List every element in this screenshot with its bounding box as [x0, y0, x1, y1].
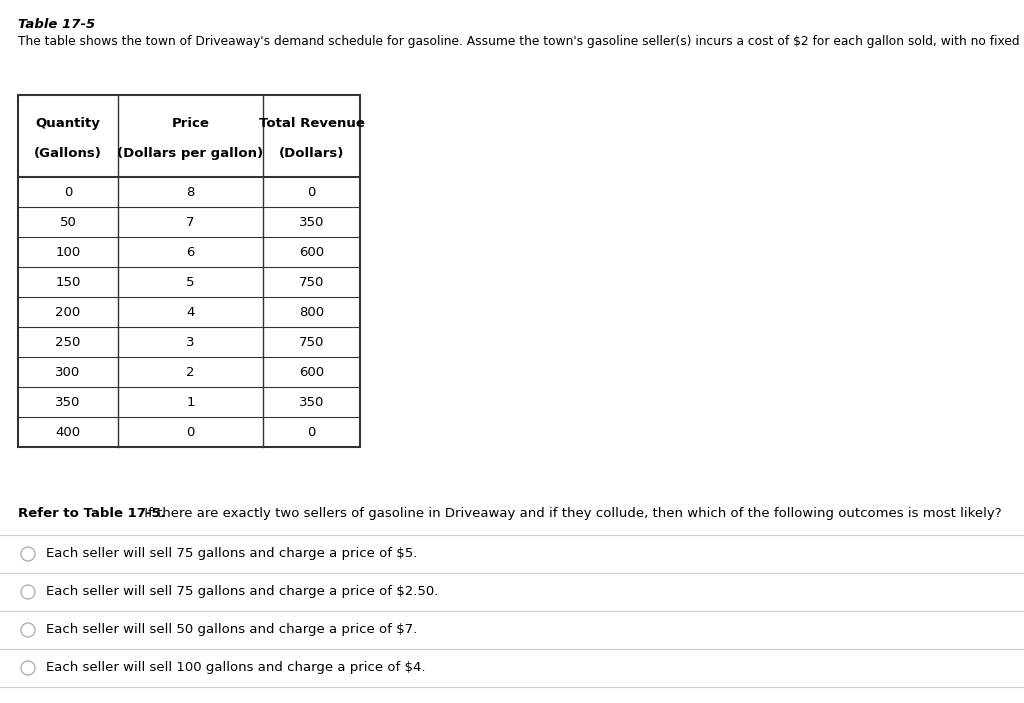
- Text: Refer to Table 17-5.: Refer to Table 17-5.: [18, 507, 166, 520]
- Text: Price: Price: [172, 117, 210, 130]
- Text: 250: 250: [55, 335, 81, 349]
- Bar: [18, 95, 360, 447]
- Text: (Dollars): (Dollars): [279, 147, 344, 160]
- Text: 150: 150: [55, 276, 81, 288]
- Text: 0: 0: [307, 425, 315, 439]
- Text: If there are exactly two sellers of gasoline in Driveaway and if they collude, t: If there are exactly two sellers of gaso…: [140, 507, 1001, 520]
- Text: 400: 400: [55, 425, 81, 439]
- Text: 0: 0: [186, 425, 195, 439]
- Text: 350: 350: [299, 216, 325, 228]
- Text: 8: 8: [186, 186, 195, 198]
- Text: 350: 350: [299, 396, 325, 408]
- Text: 2: 2: [186, 366, 195, 378]
- Text: 750: 750: [299, 276, 325, 288]
- Text: Table 17-5: Table 17-5: [18, 18, 95, 31]
- Text: (Dollars per gallon): (Dollars per gallon): [118, 147, 263, 160]
- Text: 0: 0: [307, 186, 315, 198]
- Text: 800: 800: [299, 306, 324, 318]
- Text: 300: 300: [55, 366, 81, 378]
- Text: (Gallons): (Gallons): [34, 147, 102, 160]
- Text: The table shows the town of Driveaway's demand schedule for gasoline. Assume the: The table shows the town of Driveaway's …: [18, 35, 1024, 48]
- Text: Total Revenue: Total Revenue: [259, 117, 365, 130]
- Text: 4: 4: [186, 306, 195, 318]
- Text: 750: 750: [299, 335, 325, 349]
- Text: 1: 1: [186, 396, 195, 408]
- Text: Quantity: Quantity: [36, 117, 100, 130]
- Text: 600: 600: [299, 245, 324, 259]
- Text: 100: 100: [55, 245, 81, 259]
- Text: 200: 200: [55, 306, 81, 318]
- Text: 350: 350: [55, 396, 81, 408]
- Text: 5: 5: [186, 276, 195, 288]
- Text: 7: 7: [186, 216, 195, 228]
- Text: 3: 3: [186, 335, 195, 349]
- Text: 0: 0: [63, 186, 72, 198]
- Text: 600: 600: [299, 366, 324, 378]
- Text: Each seller will sell 100 gallons and charge a price of $4.: Each seller will sell 100 gallons and ch…: [46, 662, 426, 674]
- Text: Each seller will sell 50 gallons and charge a price of $7.: Each seller will sell 50 gallons and cha…: [46, 624, 417, 636]
- Text: Each seller will sell 75 gallons and charge a price of $2.50.: Each seller will sell 75 gallons and cha…: [46, 586, 438, 598]
- Text: Each seller will sell 75 gallons and charge a price of $5.: Each seller will sell 75 gallons and cha…: [46, 548, 418, 560]
- Text: 50: 50: [59, 216, 77, 228]
- Text: 6: 6: [186, 245, 195, 259]
